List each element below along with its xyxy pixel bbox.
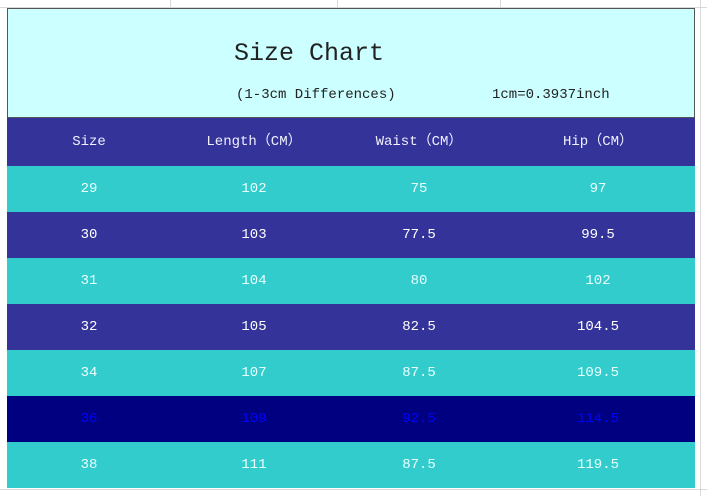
sheet-grid — [0, 489, 707, 490]
table-cell: 109 — [241, 411, 267, 427]
table-row: 38 111 87.5 119.5 — [7, 442, 695, 488]
sheet-grid — [337, 0, 338, 8]
table-cell: 114.5 — [576, 411, 619, 427]
sheet-grid — [700, 0, 701, 496]
table-cell: 77.5 — [402, 227, 436, 243]
table-cell: 29 — [80, 181, 98, 197]
table-cell: 30 — [80, 227, 98, 243]
table-cell: 103 — [241, 227, 267, 243]
column-header: Hip（CM） — [562, 134, 633, 150]
table-cell: 111 — [241, 457, 267, 473]
table-cell: 92.5 — [402, 411, 436, 427]
table-row: 32 105 82.5 104.5 — [7, 304, 695, 350]
column-header: Size — [72, 134, 106, 150]
table-cell: 87.5 — [402, 365, 436, 381]
table-cell: 82.5 — [402, 319, 436, 335]
table-cell: 119.5 — [576, 457, 619, 473]
table-cell: 104.5 — [576, 319, 619, 335]
sheet-grid — [170, 0, 171, 8]
table-cell: 80 — [410, 273, 428, 289]
column-header: Length（CM） — [206, 134, 302, 150]
table-row: 31 104 80 102 — [7, 258, 695, 304]
table-row: 36 109 92.5 114.5 — [7, 396, 695, 442]
table-cell: 87.5 — [402, 457, 436, 473]
table-cell: 107 — [241, 365, 267, 381]
table-row: 29 102 75 97 — [7, 166, 695, 212]
table-cell: 34 — [80, 365, 98, 381]
title-box: Size Chart (1-3cm Differences) 1cm=0.393… — [7, 8, 695, 118]
table-row: 34 107 87.5 109.5 — [7, 350, 695, 396]
table-cell: 105 — [241, 319, 267, 335]
table-cell: 109.5 — [576, 365, 619, 381]
table-row: 30 103 77.5 99.5 — [7, 212, 695, 258]
table-cell: 32 — [80, 319, 98, 335]
sheet-grid — [0, 7, 707, 8]
conversion: 1cm=0.3937inch — [492, 87, 610, 103]
header-row: Size Length（CM） Waist（CM） Hip（CM） — [7, 118, 695, 166]
table-cell: 99.5 — [581, 227, 615, 243]
table-cell: 38 — [80, 457, 98, 473]
table-cell: 97 — [589, 181, 607, 197]
column-header: Waist（CM） — [375, 134, 463, 150]
table-cell: 75 — [410, 181, 428, 197]
note: (1-3cm Differences) — [236, 87, 396, 103]
sheet-grid — [500, 0, 501, 8]
table-cell: 104 — [241, 273, 267, 289]
table-cell: 102 — [241, 181, 267, 197]
title: Size Chart — [234, 39, 385, 68]
table-cell: 31 — [80, 273, 98, 289]
table-cell: 36 — [80, 411, 98, 427]
table-cell: 102 — [585, 273, 611, 289]
